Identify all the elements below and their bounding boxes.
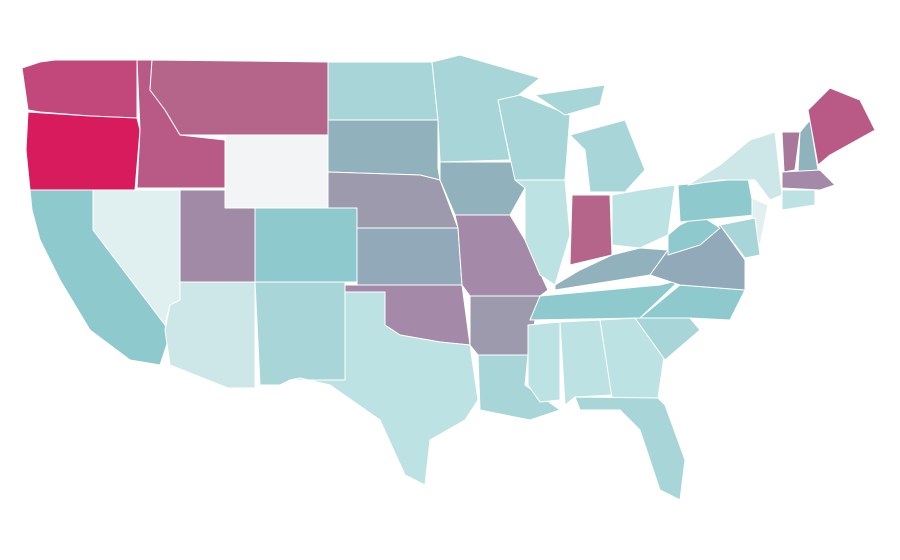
state — [25, 111, 141, 191]
state — [569, 194, 613, 266]
state — [781, 131, 801, 173]
state — [254, 281, 346, 386]
state — [807, 87, 876, 166]
state — [527, 321, 561, 403]
state — [781, 169, 836, 191]
state — [569, 119, 646, 193]
state — [719, 217, 761, 259]
state — [164, 281, 256, 389]
state — [574, 396, 686, 501]
state — [611, 184, 676, 249]
state — [254, 207, 358, 283]
state — [149, 59, 329, 136]
state — [514, 179, 571, 286]
state — [559, 319, 613, 406]
state — [224, 134, 329, 209]
state — [554, 247, 669, 291]
state — [667, 214, 721, 256]
state — [439, 161, 526, 216]
state — [529, 279, 681, 321]
state — [639, 284, 746, 321]
state — [534, 84, 606, 116]
state — [327, 119, 441, 181]
state — [781, 189, 816, 211]
state — [29, 189, 171, 366]
state — [327, 61, 439, 121]
state — [289, 291, 479, 486]
state — [356, 227, 463, 286]
state — [21, 59, 138, 119]
